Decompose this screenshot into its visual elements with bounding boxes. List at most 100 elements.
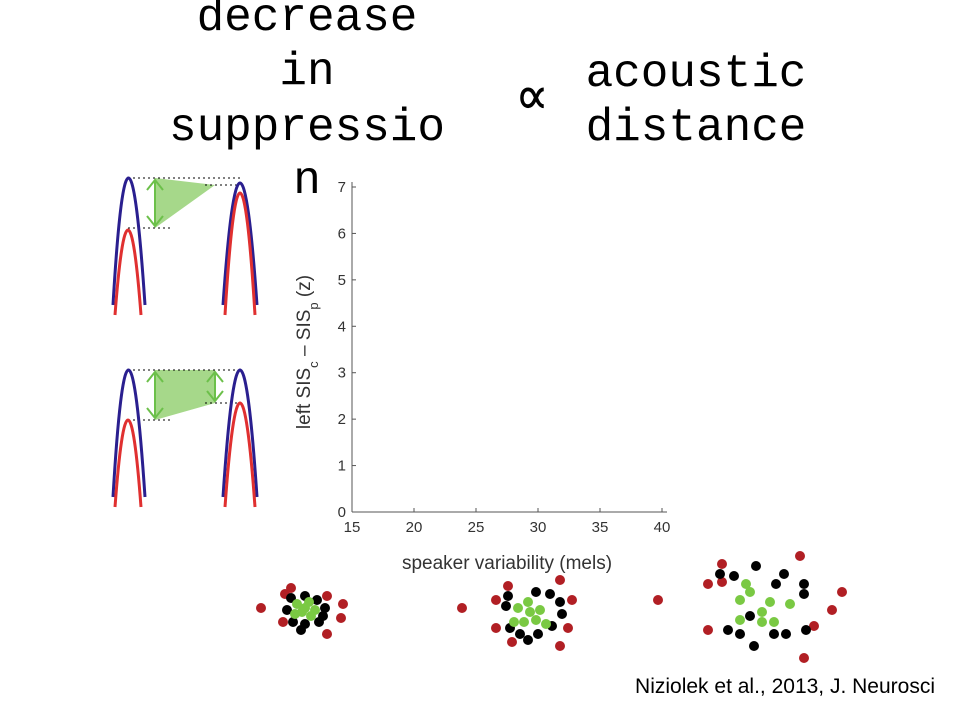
dot xyxy=(757,617,767,627)
dot xyxy=(523,635,533,645)
dot xyxy=(799,653,809,663)
x-tick-label: 35 xyxy=(592,519,609,536)
dot xyxy=(735,629,745,639)
dot xyxy=(809,621,819,631)
dot xyxy=(515,629,525,639)
dot xyxy=(533,629,543,639)
dot xyxy=(286,583,296,593)
dot xyxy=(717,577,727,587)
title-line: n xyxy=(293,155,321,207)
y-tick-label: 0 xyxy=(338,504,346,521)
dot xyxy=(338,599,348,609)
dot xyxy=(745,587,755,597)
dot xyxy=(765,597,775,607)
label-part: – SIS xyxy=(294,310,315,362)
dot xyxy=(278,617,288,627)
title-line: in xyxy=(279,46,334,98)
x-tick-label: 20 xyxy=(406,519,423,536)
dot xyxy=(771,579,781,589)
citation: Niziolek et al., 2013, J. Neurosci xyxy=(635,675,935,698)
subscript: p xyxy=(306,302,321,309)
dot xyxy=(491,595,501,605)
x-tick-label: 15 xyxy=(344,519,361,536)
dot xyxy=(799,589,809,599)
dot xyxy=(769,629,779,639)
dot-clusters xyxy=(256,551,847,663)
title-line: decrease xyxy=(197,0,418,44)
dot xyxy=(322,591,332,601)
dot xyxy=(503,591,513,601)
dot xyxy=(531,587,541,597)
dot xyxy=(781,629,791,639)
y-axis-label: left SISc – SISp (z) xyxy=(294,275,321,429)
diagram-bottom xyxy=(111,368,259,508)
label-part: (z) xyxy=(294,275,315,302)
x-tick-label: 30 xyxy=(530,519,547,536)
proportional-sign: ∝ xyxy=(515,68,549,132)
dot xyxy=(300,603,310,613)
y-tick-label: 1 xyxy=(338,458,346,475)
dot xyxy=(312,595,322,605)
dot xyxy=(827,605,837,615)
diagram-top xyxy=(111,176,259,316)
dot xyxy=(741,579,751,589)
dot xyxy=(320,603,330,613)
dot xyxy=(735,595,745,605)
dot xyxy=(749,641,759,651)
dot xyxy=(523,597,533,607)
dot xyxy=(555,575,565,585)
y-tick-label: 3 xyxy=(338,365,346,382)
dot xyxy=(513,603,523,613)
dot xyxy=(292,599,302,609)
dot xyxy=(799,579,809,589)
dot xyxy=(282,605,292,615)
dot xyxy=(795,551,805,561)
dot xyxy=(757,607,767,617)
dot xyxy=(735,615,745,625)
x-tick-label: 40 xyxy=(654,519,671,536)
y-tick-label: 6 xyxy=(338,225,346,242)
dot xyxy=(653,595,663,605)
dot xyxy=(769,617,779,627)
dot xyxy=(717,559,727,569)
dot xyxy=(491,623,501,633)
dot xyxy=(519,617,529,627)
dot xyxy=(336,613,346,623)
dot xyxy=(531,615,541,625)
dot xyxy=(525,607,535,617)
dot xyxy=(555,597,565,607)
dot xyxy=(503,581,513,591)
dot xyxy=(557,609,567,619)
dot xyxy=(729,571,739,581)
y-tick-label: 5 xyxy=(338,272,346,289)
dot xyxy=(288,617,298,627)
y-tick-label: 4 xyxy=(338,318,346,335)
dot xyxy=(507,637,517,647)
label-part: left SIS xyxy=(294,368,315,429)
dot xyxy=(785,599,795,609)
dot xyxy=(545,589,555,599)
dot xyxy=(256,603,266,613)
dot xyxy=(322,629,332,639)
y-tick-label: 7 xyxy=(338,179,346,196)
dot xyxy=(751,561,761,571)
dot xyxy=(723,625,733,635)
x-tick-label: 25 xyxy=(468,519,485,536)
dot xyxy=(837,587,847,597)
dot xyxy=(715,569,725,579)
dot xyxy=(296,625,306,635)
axes: 0 1 2 3 4 5 6 7 15 20 25 30 35 40 speaker variability … xyxy=(294,179,670,574)
title-line: suppressio xyxy=(169,102,445,154)
dot xyxy=(745,611,755,621)
dot xyxy=(290,609,300,619)
title-line: distance xyxy=(586,102,807,154)
x-axis-label: speaker variability (mels) xyxy=(402,553,612,574)
dot xyxy=(509,617,519,627)
dot xyxy=(318,611,328,621)
title-line: acoustic xyxy=(586,48,807,100)
dot xyxy=(457,603,467,613)
dot xyxy=(779,569,789,579)
dot xyxy=(703,579,713,589)
